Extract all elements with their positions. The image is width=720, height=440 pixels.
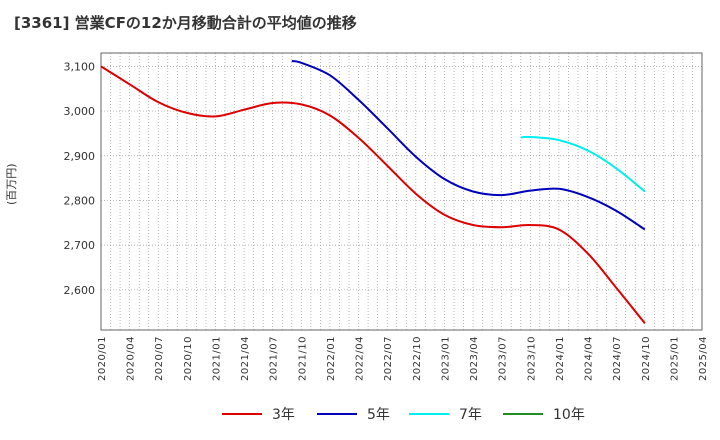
x-tick-label: 2020/10 <box>183 336 194 381</box>
legend-swatch <box>317 413 357 415</box>
legend-item: 5年 <box>317 404 390 424</box>
y-tick-label: 2,600 <box>64 284 96 297</box>
y-tick-label: 3,100 <box>64 60 96 73</box>
x-tick-label: 2024/01 <box>555 336 566 381</box>
y-tick-label: 2,800 <box>64 194 96 207</box>
legend-swatch <box>503 413 543 415</box>
legend-label: 3年 <box>272 407 295 423</box>
y-tick-label: 2,700 <box>64 239 96 252</box>
chart-title: [3361] 営業CFの12か月移動合計の平均値の推移 <box>14 14 357 32</box>
x-tick-label: 2021/01 <box>211 336 222 381</box>
plot-area <box>101 53 702 330</box>
x-tick-label: 2024/04 <box>584 336 595 381</box>
series-line-2 <box>291 60 646 231</box>
x-tick-label: 2020/07 <box>154 336 165 381</box>
y-tick-label: 3,000 <box>64 105 96 118</box>
legend-item: 3年 <box>222 404 295 424</box>
x-tick-label: 2021/07 <box>269 336 280 381</box>
x-tick-label: 2025/01 <box>669 336 680 381</box>
series-line-3 <box>520 135 646 193</box>
x-tick-label: 2022/10 <box>412 336 423 381</box>
x-tick-label: 2022/04 <box>355 336 366 381</box>
series-line-1 <box>100 65 646 324</box>
legend-swatch <box>222 413 262 415</box>
plot-frame <box>100 52 703 331</box>
x-tick-label: 2024/10 <box>641 336 652 381</box>
x-tick-label: 2020/04 <box>126 336 137 381</box>
x-tick-label: 2023/01 <box>440 336 451 381</box>
x-tick-label: 2024/07 <box>612 336 623 381</box>
x-tick-label: 2025/04 <box>698 336 709 381</box>
x-tick-label: 2023/07 <box>498 336 509 381</box>
x-tick-label: 2023/04 <box>469 336 480 381</box>
x-tick-label: 2022/07 <box>383 336 394 381</box>
x-tick-label: 2021/04 <box>240 336 251 381</box>
legend-label: 10年 <box>553 407 585 423</box>
legend-item: 10年 <box>503 404 585 424</box>
legend-label: 5年 <box>367 407 390 423</box>
x-tick-label: 2023/10 <box>526 336 537 381</box>
legend-item: 7年 <box>409 404 482 424</box>
chart-legend: 3年 5年 7年 10年 <box>0 404 720 428</box>
x-tick-label: 2021/10 <box>297 336 308 381</box>
legend-label: 7年 <box>459 407 482 423</box>
x-tick-label: 2022/01 <box>326 336 337 381</box>
y-tick-label: 2,900 <box>64 150 96 163</box>
legend-swatch <box>409 413 449 415</box>
x-tick-label: 2020/01 <box>97 336 108 381</box>
